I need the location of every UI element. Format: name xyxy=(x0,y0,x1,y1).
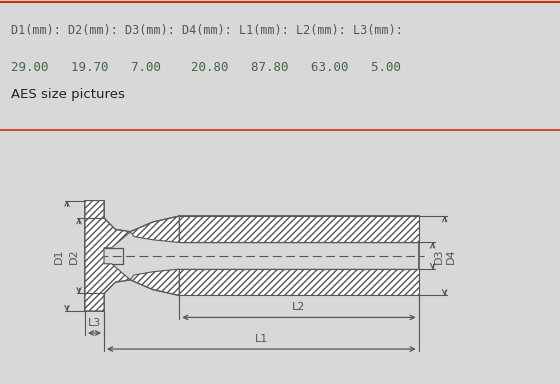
Polygon shape xyxy=(130,269,179,295)
Text: 29.00   19.70   7.00    20.80   87.80   63.00   5.00: 29.00 19.70 7.00 20.80 87.80 63.00 5.00 xyxy=(11,61,401,74)
Polygon shape xyxy=(130,216,179,242)
Text: D2: D2 xyxy=(69,248,79,263)
Polygon shape xyxy=(85,200,130,311)
Text: D3: D3 xyxy=(433,248,444,263)
Text: L3: L3 xyxy=(88,318,101,328)
Text: L2: L2 xyxy=(292,302,306,313)
Text: L1: L1 xyxy=(255,334,268,344)
Text: D1: D1 xyxy=(54,248,64,263)
Text: D4: D4 xyxy=(446,248,456,263)
Polygon shape xyxy=(179,269,419,295)
Text: AES size pictures: AES size pictures xyxy=(11,88,125,101)
Polygon shape xyxy=(179,216,419,242)
Text: D1(mm): D2(mm): D3(mm): D4(mm): L1(mm): L2(mm): L3(mm):: D1(mm): D2(mm): D3(mm): D4(mm): L1(mm): … xyxy=(11,24,403,36)
